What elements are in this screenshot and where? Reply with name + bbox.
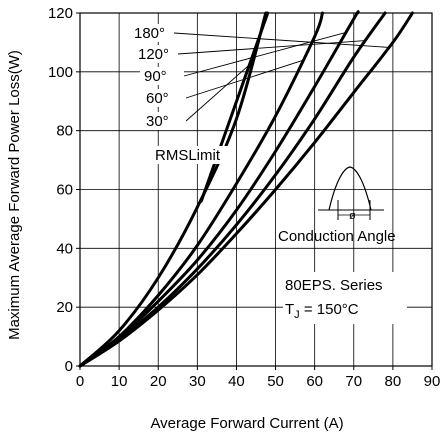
legend-label-bg (142, 112, 186, 130)
y-tick-label: 0 (65, 358, 73, 375)
legend-labels: 180° 120° 90° 60° 30° (130, 24, 234, 164)
y-tick-label: 40 (56, 240, 73, 257)
y-tick-label: 80 (56, 123, 73, 140)
legend-label-60deg: 60° (146, 90, 169, 107)
legend-label-bg (140, 67, 184, 85)
phi-symbol: ø (349, 210, 356, 222)
x-tick-label: 50 (267, 373, 284, 390)
rms-limit-label: RMSLimit (155, 147, 221, 164)
legend-label-90deg: 90° (144, 68, 167, 85)
conduction-angle-inset: ø Conduction Angle (278, 166, 396, 245)
leader-line-60deg (185, 59, 304, 99)
series-line-180deg (78, 11, 414, 368)
legend-label-bg (130, 24, 174, 42)
legend-label-bg (134, 45, 178, 63)
x-axis-label: Average Forward Current (A) (150, 415, 343, 432)
rms-limit-label-bg (152, 146, 234, 164)
legend-label-120deg: 120° (138, 46, 169, 63)
legend-label-bg (142, 89, 186, 107)
leader-line-180deg (173, 32, 390, 48)
legend-leader-lines (173, 31, 390, 122)
y-tick-label: 100 (48, 64, 73, 81)
y-tick-label: 20 (56, 299, 73, 316)
leader-line-30deg (185, 62, 253, 122)
x-tick-label: 40 (228, 373, 245, 390)
x-tick-label: 10 (111, 373, 128, 390)
x-tick-label: 30 (189, 373, 206, 390)
junction-temp-label: TJ = 150°C (285, 301, 359, 321)
series-label: 80EPS. Series (285, 277, 383, 294)
series-line-90deg (78, 10, 360, 368)
leader-line-120deg (177, 40, 366, 55)
legend-label-180deg: 180° (134, 25, 165, 42)
x-tick-label: 80 (385, 373, 402, 390)
y-axis-label: Maximum Average Forward Power Loss(W) (6, 50, 23, 340)
legend-label-30deg: 30° (146, 113, 169, 130)
series-line-30deg (78, 11, 268, 368)
conduction-angle-label: Conduction Angle (278, 228, 396, 245)
device-info: 80EPS. Series TJ = 150°C (283, 272, 407, 324)
series-line-rms-limit (199, 11, 270, 203)
x-tick-label: 90 (424, 373, 441, 390)
tick-labels: 0 10 20 30 40 50 60 70 80 90 0 20 40 60 80 100 120 (48, 5, 440, 390)
x-tick-label: 70 (345, 373, 362, 390)
plot-frame (79, 12, 433, 367)
leader-line-90deg (183, 31, 347, 77)
conduction-waveform (328, 166, 372, 211)
series-line-120deg (78, 11, 387, 368)
x-tick-label: 0 (76, 373, 84, 390)
x-tick-label: 20 (150, 373, 167, 390)
y-tick-label: 60 (56, 182, 73, 199)
y-tick-label: 120 (48, 5, 73, 22)
x-tick-label: 60 (306, 373, 323, 390)
